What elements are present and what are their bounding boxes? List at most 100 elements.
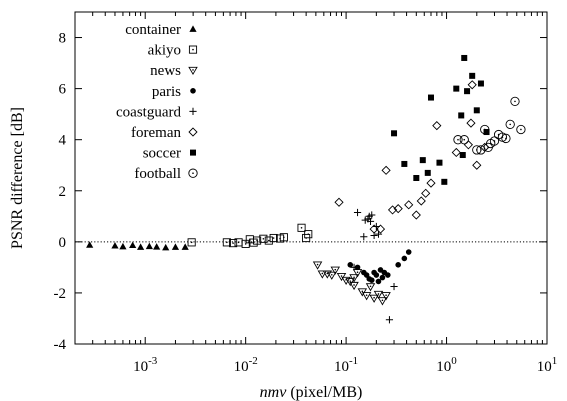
data-point-container xyxy=(145,242,153,250)
y-tick-label: 6 xyxy=(59,82,67,98)
data-point-coastguard xyxy=(390,282,398,291)
x-axis-title-unit: (pixel/MB) xyxy=(286,384,362,401)
legend-marker-container xyxy=(189,25,197,32)
data-point-news xyxy=(369,294,379,303)
data-point-foreman xyxy=(426,178,436,188)
data-point-paris xyxy=(395,262,401,268)
x-tick-label: 10-1 xyxy=(334,355,358,375)
data-point-coastguard xyxy=(366,217,375,226)
data-point-akiyo xyxy=(304,230,313,239)
data-point-container xyxy=(111,242,119,249)
data-point-foreman xyxy=(334,197,344,207)
data-point-container xyxy=(171,243,180,250)
x-tick-label: 101 xyxy=(537,355,558,375)
data-point-coastguard xyxy=(360,233,368,241)
y-tick-label: -4 xyxy=(54,337,67,353)
data-point-paris xyxy=(347,262,354,268)
data-point-news xyxy=(373,290,384,300)
x-tick-label: 10-3 xyxy=(133,355,158,375)
legend-label-foreman: foreman xyxy=(131,125,181,141)
y-axis-title: PSNR difference [dB] xyxy=(9,107,26,249)
data-point-soccer xyxy=(427,94,434,101)
data-point-news xyxy=(349,274,359,283)
data-point-soccer xyxy=(464,88,471,95)
data-point-foreman xyxy=(369,224,379,234)
legend-label-news: news xyxy=(150,63,181,79)
data-point-coastguard xyxy=(385,316,394,324)
data-point-soccer xyxy=(458,112,465,119)
data-point-foreman xyxy=(416,196,426,206)
data-point-paris xyxy=(405,249,412,255)
data-point-foreman xyxy=(466,118,476,128)
plot-frame xyxy=(74,11,548,345)
data-point-football xyxy=(510,96,520,107)
data-point-news xyxy=(365,283,376,292)
data-point-akiyo xyxy=(259,234,268,243)
y-tick-label: 2 xyxy=(59,184,67,200)
legend-label-coastguard: coastguard xyxy=(116,104,181,120)
data-point-foreman xyxy=(463,140,473,150)
data-point-foreman xyxy=(393,204,403,214)
data-point-akiyo xyxy=(264,236,273,245)
data-point-soccer xyxy=(413,175,420,181)
data-point-paris xyxy=(368,277,375,283)
x-tick-label: 10-2 xyxy=(234,355,258,375)
y-tick-label: 0 xyxy=(59,235,67,251)
legend-label-football: football xyxy=(134,166,181,182)
data-point-container xyxy=(181,243,189,250)
data-point-soccer xyxy=(436,159,443,166)
data-point-soccer xyxy=(459,152,466,159)
data-point-coastguard xyxy=(374,230,383,238)
data-point-news xyxy=(361,292,372,301)
data-point-akiyo xyxy=(229,239,238,248)
x-axis-title-variable: nmv xyxy=(260,384,288,401)
data-point-soccer xyxy=(469,72,476,79)
data-point-football xyxy=(501,133,511,144)
data-point-news xyxy=(377,297,388,306)
legend-label-container: container xyxy=(125,22,181,38)
y-tick-label: -2 xyxy=(54,286,67,302)
legend-marker-football xyxy=(188,168,198,178)
data-point-football xyxy=(480,124,490,135)
data-point-paris xyxy=(373,272,380,278)
data-point-soccer xyxy=(461,54,468,61)
legend-label-soccer: soccer xyxy=(143,146,181,162)
data-point-foreman xyxy=(472,160,482,170)
data-point-foreman xyxy=(421,188,431,198)
data-point-foreman xyxy=(411,210,421,220)
data-point-soccer xyxy=(473,107,480,114)
data-point-football xyxy=(505,119,515,130)
data-point-football xyxy=(453,135,463,145)
data-point-container xyxy=(119,242,127,250)
legend-marker-soccer xyxy=(190,149,196,156)
data-point-paris xyxy=(384,272,391,278)
data-point-soccer xyxy=(477,80,484,87)
data-point-coastguard xyxy=(350,263,358,271)
data-point-football xyxy=(489,136,500,146)
data-point-news xyxy=(312,261,323,270)
legend-label-akiyo: akiyo xyxy=(148,43,181,59)
data-point-football xyxy=(516,124,526,135)
data-point-akiyo xyxy=(187,238,196,247)
legend-marker-foreman xyxy=(188,127,198,137)
data-point-soccer xyxy=(483,129,490,136)
data-point-soccer xyxy=(441,178,448,185)
legend-marker-coastguard xyxy=(189,107,197,115)
data-point-news xyxy=(330,266,341,275)
y-tick-label: 8 xyxy=(59,31,67,47)
data-point-foreman xyxy=(467,80,477,90)
data-point-foreman xyxy=(381,165,391,175)
data-point-soccer xyxy=(419,157,426,164)
data-point-container xyxy=(137,243,145,250)
x-tick-label: 100 xyxy=(436,355,457,375)
data-point-paris xyxy=(375,278,382,285)
data-point-foreman xyxy=(404,200,414,210)
data-point-akiyo xyxy=(279,233,288,242)
data-point-news xyxy=(327,271,337,280)
data-point-container xyxy=(162,243,170,251)
data-point-foreman xyxy=(432,121,442,131)
data-point-paris xyxy=(401,255,408,262)
data-point-soccer xyxy=(453,85,460,92)
data-point-foreman xyxy=(387,205,398,215)
